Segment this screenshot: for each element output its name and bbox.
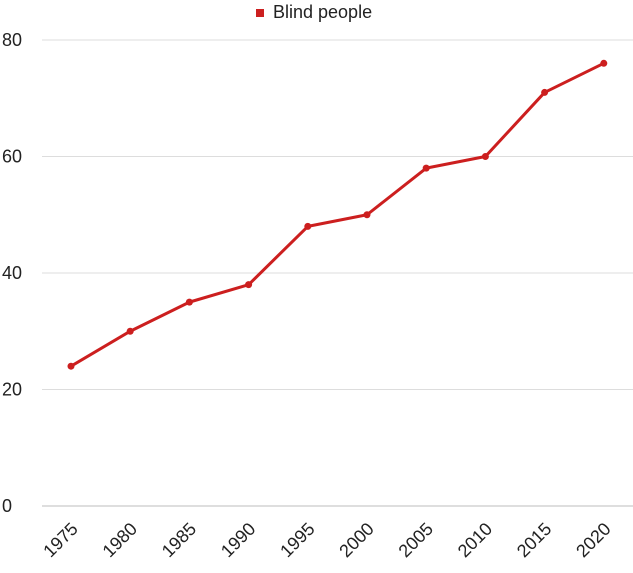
x-tick-label: 1980 — [99, 519, 141, 561]
legend: Blind people — [256, 2, 372, 23]
legend-label: Blind people — [273, 2, 373, 22]
x-tick-label: 1985 — [158, 519, 200, 561]
y-tick-label: 60 — [2, 147, 22, 167]
data-point — [481, 153, 489, 160]
data-point — [126, 327, 134, 335]
x-tick-label: 1995 — [276, 519, 318, 561]
y-axis: 0 20 40 60 80 — [2, 30, 22, 516]
data-point — [600, 59, 608, 67]
series — [67, 59, 608, 370]
x-tick-label: 2000 — [335, 519, 377, 561]
data-point — [304, 222, 312, 230]
x-tick-label: 2010 — [454, 519, 496, 561]
x-tick-label: 2005 — [395, 519, 437, 561]
grid-lines — [42, 39, 633, 507]
y-tick-label: 20 — [2, 380, 22, 400]
y-tick-label: 80 — [2, 30, 22, 50]
data-point — [67, 362, 75, 370]
x-tick-label: 2020 — [572, 519, 614, 561]
y-tick-label: 0 — [2, 496, 12, 516]
data-point — [363, 211, 371, 219]
x-axis: 1975 1980 1985 1990 1995 2000 2005 2010 2015 2020 — [39, 519, 614, 561]
y-tick-label: 40 — [2, 263, 22, 283]
series-line — [69, 61, 606, 368]
x-tick-label: 1990 — [217, 519, 259, 561]
x-tick-label: 1975 — [39, 519, 81, 561]
legend-swatch — [256, 8, 264, 17]
data-point — [422, 164, 430, 172]
data-point — [541, 88, 549, 96]
data-point — [245, 281, 253, 289]
x-tick-label: 2015 — [513, 519, 555, 561]
data-point — [185, 298, 193, 306]
